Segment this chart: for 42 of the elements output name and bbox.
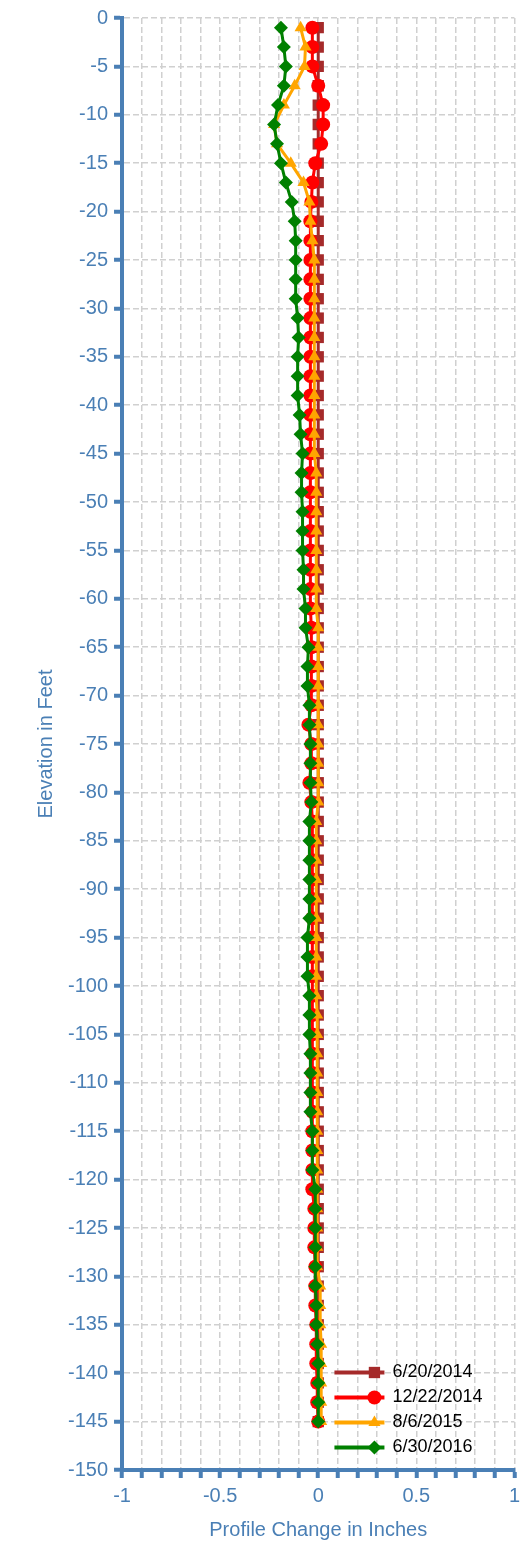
x-tick-label: 1 xyxy=(508,1483,520,1506)
y-tick-label: -140 xyxy=(68,1360,109,1383)
y-tick-label: -80 xyxy=(79,779,109,802)
y-tick-label: -95 xyxy=(79,925,109,948)
y-tick-label: -15 xyxy=(79,150,109,173)
y-tick-label: -90 xyxy=(79,876,109,899)
y-tick-label: -55 xyxy=(79,537,109,560)
legend-label: 12/22/2014 xyxy=(392,1386,483,1407)
y-tick-label: -115 xyxy=(69,1118,109,1141)
legend-label: 6/20/2014 xyxy=(392,1361,473,1382)
x-tick-label: -0.5 xyxy=(202,1483,238,1506)
y-tick-label: -45 xyxy=(79,441,109,464)
y-tick-label: -120 xyxy=(68,1167,109,1190)
y-tick-label: 0 xyxy=(96,5,109,28)
x-tick-label: 0 xyxy=(312,1483,324,1506)
y-tick-label: -105 xyxy=(68,1021,109,1044)
x-axis-title: Profile Change in Inches xyxy=(209,1517,428,1540)
y-tick-label: -100 xyxy=(68,973,109,996)
y-tick-label: -10 xyxy=(79,102,109,125)
y-tick-label: -125 xyxy=(68,1215,109,1238)
y-tick-label: -145 xyxy=(68,1409,109,1432)
y-tick-label: -25 xyxy=(79,247,109,270)
y-tick-label: -70 xyxy=(79,683,109,706)
y-tick-label: -130 xyxy=(68,1263,109,1286)
y-tick-label: -65 xyxy=(79,634,109,657)
y-tick-label: -20 xyxy=(79,199,109,222)
y-tick-label: -35 xyxy=(79,344,109,367)
y-tick-label: -30 xyxy=(79,295,109,318)
y-axis-title: Elevation in Feet xyxy=(33,669,56,819)
y-tick-label: -5 xyxy=(90,53,109,76)
y-tick-label: -135 xyxy=(68,1312,109,1335)
y-tick-label: -75 xyxy=(79,731,109,754)
y-tick-label: -150 xyxy=(68,1457,109,1480)
legend-label: 6/30/2016 xyxy=(392,1436,473,1457)
x-tick-label: 0.5 xyxy=(402,1483,431,1506)
y-tick-label: -40 xyxy=(79,392,109,415)
x-tick-label: -1 xyxy=(113,1483,131,1506)
y-tick-label: -110 xyxy=(69,1070,109,1093)
y-tick-label: -60 xyxy=(79,586,109,609)
y-tick-label: -50 xyxy=(79,489,109,512)
legend-label: 8/6/2015 xyxy=(392,1411,463,1432)
y-tick-label: -85 xyxy=(79,828,109,851)
